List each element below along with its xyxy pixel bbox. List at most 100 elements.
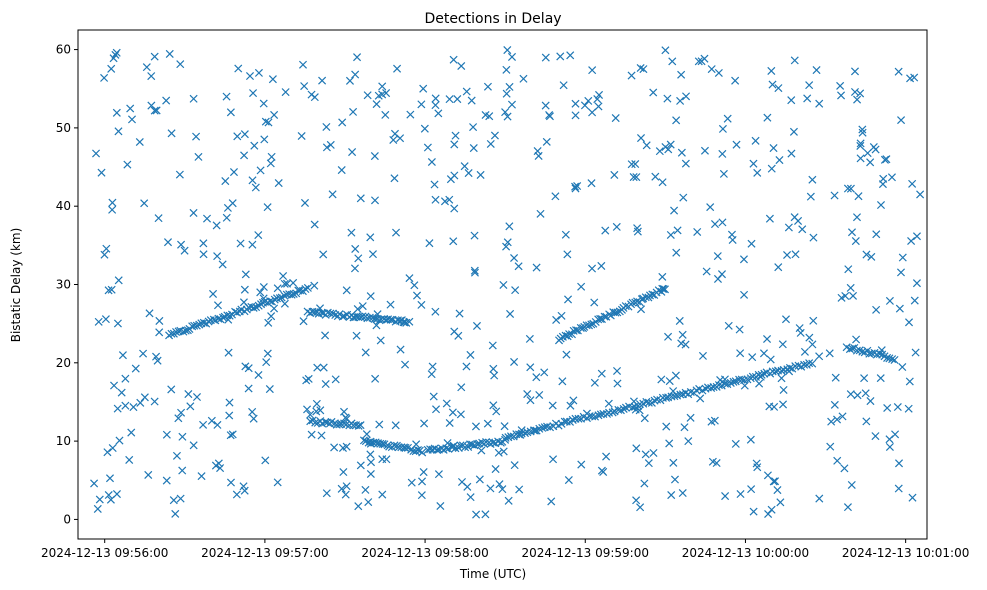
- detection-marker: [296, 286, 305, 295]
- detection-marker: [836, 81, 845, 90]
- detection-marker: [172, 451, 181, 460]
- detection-marker: [340, 419, 349, 428]
- detection-marker: [698, 351, 707, 360]
- detection-marker: [342, 286, 351, 295]
- detection-marker: [862, 250, 871, 259]
- detection-marker: [907, 236, 916, 246]
- detection-marker: [101, 315, 110, 324]
- detection-marker: [910, 73, 919, 82]
- detection-marker: [846, 390, 855, 399]
- detection-marker: [661, 46, 670, 55]
- detection-marker: [809, 233, 818, 242]
- detection-marker: [736, 489, 745, 499]
- detection-marker: [587, 320, 596, 329]
- detection-marker: [298, 60, 308, 69]
- detection-marker: [482, 438, 491, 447]
- detection-marker: [558, 377, 567, 386]
- y-axis-label: Bistatic Delay (km): [9, 228, 23, 343]
- detection-marker: [456, 410, 465, 419]
- detection-marker: [739, 255, 748, 264]
- detection-marker: [766, 355, 775, 364]
- detection-marker: [876, 201, 886, 210]
- x-tick-label: 2024-12-13 09:56:00: [41, 546, 168, 560]
- detection-marker: [239, 482, 248, 491]
- detection-marker: [321, 380, 330, 389]
- detection-marker: [273, 478, 282, 487]
- detection-marker: [831, 373, 840, 382]
- detection-marker: [781, 315, 791, 324]
- detection-marker: [507, 52, 517, 61]
- detection-marker: [787, 149, 796, 158]
- detection-marker: [240, 151, 249, 160]
- detection-marker: [557, 311, 566, 320]
- detection-marker: [877, 346, 886, 355]
- detection-marker: [450, 140, 459, 149]
- detection-marker: [667, 491, 676, 500]
- detection-marker: [885, 296, 894, 305]
- detection-marker: [767, 164, 776, 173]
- detection-marker: [633, 227, 642, 236]
- detection-marker: [110, 381, 119, 390]
- detection-marker: [872, 230, 881, 239]
- detection-marker: [469, 123, 478, 132]
- detection-marker: [846, 283, 855, 292]
- detection-marker: [162, 476, 171, 485]
- detection-marker: [195, 320, 204, 329]
- detection-marker: [461, 443, 470, 452]
- detection-marker: [233, 132, 242, 141]
- detection-marker: [177, 408, 186, 417]
- detection-marker: [356, 421, 365, 430]
- detection-marker: [827, 417, 836, 426]
- detection-marker: [368, 250, 377, 259]
- detection-marker: [677, 70, 686, 79]
- detection-marker: [502, 89, 511, 98]
- detection-marker: [326, 140, 335, 149]
- detection-marker: [307, 430, 316, 439]
- detection-marker: [440, 197, 449, 206]
- detection-marker: [830, 400, 839, 409]
- detection-marker: [875, 349, 884, 358]
- detection-marker: [587, 264, 597, 273]
- detection-marker: [236, 239, 245, 248]
- detection-marker: [431, 307, 440, 316]
- detection-marker: [123, 160, 132, 169]
- detection-marker: [641, 293, 650, 302]
- detection-marker: [338, 118, 347, 127]
- detection-marker: [681, 159, 690, 168]
- detection-marker: [663, 94, 672, 103]
- detection-marker: [856, 154, 865, 163]
- detection-marker: [412, 440, 421, 449]
- detection-marker: [543, 422, 552, 431]
- detection-marker: [139, 349, 148, 358]
- detection-marker: [93, 504, 102, 513]
- detection-marker: [259, 99, 268, 108]
- detection-marker: [390, 441, 399, 450]
- y-tick-label: 0: [63, 512, 71, 526]
- detection-marker: [501, 433, 510, 442]
- detection-marker: [420, 124, 429, 133]
- detection-marker: [370, 196, 380, 205]
- detection-marker: [353, 305, 362, 314]
- detection-marker: [548, 401, 557, 410]
- detection-marker: [812, 66, 821, 75]
- detection-marker: [310, 220, 319, 229]
- detection-marker: [321, 331, 330, 340]
- detection-marker: [590, 298, 599, 307]
- detection-marker: [640, 479, 649, 488]
- detection-marker: [457, 61, 466, 71]
- detection-marker: [90, 479, 99, 488]
- detection-marker: [150, 397, 159, 406]
- y-tick-label: 20: [56, 356, 71, 370]
- detection-marker: [765, 214, 774, 223]
- detection-marker: [541, 53, 550, 62]
- detection-marker: [189, 208, 198, 217]
- detection-marker: [100, 73, 109, 82]
- detection-marker: [805, 333, 814, 342]
- detection-marker: [366, 292, 375, 301]
- detection-marker: [808, 175, 817, 184]
- detection-marker: [261, 117, 270, 126]
- detection-marker: [840, 464, 849, 473]
- detection-marker: [904, 318, 914, 327]
- detection-marker: [500, 422, 509, 431]
- detection-marker: [856, 139, 865, 148]
